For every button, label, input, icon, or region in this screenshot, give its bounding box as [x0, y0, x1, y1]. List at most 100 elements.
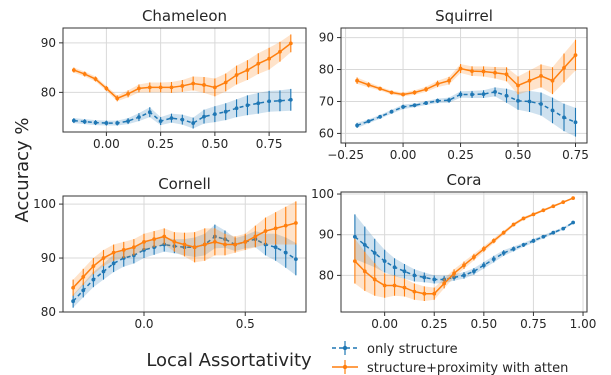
- data-point: [169, 116, 174, 121]
- data-point: [470, 92, 474, 97]
- data-point: [432, 277, 437, 282]
- data-point: [93, 77, 98, 81]
- data-point: [521, 242, 526, 247]
- data-point: [561, 200, 566, 205]
- data-point: [472, 269, 476, 274]
- data-point: [422, 275, 427, 280]
- data-point: [82, 119, 87, 124]
- data-point: [82, 72, 87, 76]
- data-point: [352, 259, 357, 264]
- data-point: [562, 66, 566, 70]
- data-point: [273, 226, 278, 231]
- data-point: [223, 80, 228, 85]
- x-tick-label: 0.0: [134, 317, 153, 331]
- data-point: [104, 121, 109, 125]
- y-tick-label: 90: [319, 31, 334, 45]
- y-tick-label: 90: [41, 251, 56, 265]
- data-point: [551, 204, 556, 209]
- data-point: [147, 85, 152, 90]
- data-point: [562, 115, 566, 120]
- data-point: [293, 257, 298, 262]
- data-point: [527, 78, 532, 83]
- x-tick-label: −0.25: [327, 148, 364, 162]
- y-tick-label: 100: [33, 197, 56, 211]
- data-point: [447, 98, 451, 103]
- data-point: [501, 230, 506, 235]
- data-point: [182, 242, 187, 247]
- data-point: [245, 68, 250, 72]
- data-point: [111, 250, 116, 255]
- data-point: [491, 257, 496, 262]
- data-point: [267, 99, 272, 104]
- axes-frame: [340, 27, 588, 144]
- data-point: [424, 101, 428, 105]
- data-point: [573, 53, 578, 58]
- data-point: [362, 242, 367, 247]
- data-point: [435, 82, 440, 86]
- data-point: [191, 121, 196, 125]
- data-point: [283, 250, 288, 255]
- data-point: [402, 285, 407, 290]
- y-tick-label: 90: [319, 228, 334, 242]
- data-point: [126, 119, 130, 124]
- data-point: [152, 237, 157, 242]
- data-point: [571, 220, 576, 225]
- data-point: [278, 98, 282, 103]
- subplot-panels: Chameleon 0.00 0.25 0.50 0.75 80 90 Squirrel −0.…: [33, 7, 596, 331]
- data-point: [283, 223, 288, 228]
- series-only-structure: [355, 87, 578, 137]
- x-tick-label: 0.00: [93, 137, 120, 151]
- data-point: [539, 102, 543, 106]
- data-point: [234, 73, 239, 77]
- data-point: [571, 196, 576, 201]
- data-point: [71, 68, 76, 72]
- data-point: [101, 269, 106, 274]
- y-tick-label: 80: [319, 268, 334, 282]
- x-tick-label: 0.50: [202, 137, 229, 151]
- data-point: [91, 264, 96, 269]
- data-point: [234, 106, 239, 111]
- data-point: [147, 110, 152, 115]
- x-tick-label: 0.25: [421, 317, 448, 331]
- data-point: [288, 97, 293, 102]
- data-point: [412, 273, 417, 278]
- subplot-title: Cornell: [158, 175, 211, 193]
- data-point: [104, 86, 109, 91]
- subplot-cornell: Cornell 0.0 0.5 80 90 100: [33, 175, 307, 331]
- data-point: [71, 299, 76, 304]
- y-tick-label: 70: [319, 94, 334, 108]
- data-point: [561, 226, 566, 231]
- y-tick-label: 80: [41, 305, 56, 319]
- data-point: [162, 234, 167, 239]
- data-point: [401, 105, 405, 109]
- series-only-structure: [71, 88, 293, 129]
- data-point: [493, 70, 497, 75]
- data-point: [243, 239, 248, 244]
- x-tick-label: 0.75: [562, 148, 589, 162]
- data-point: [462, 273, 466, 278]
- data-point: [511, 247, 516, 251]
- data-point: [511, 222, 516, 227]
- data-point: [212, 85, 217, 90]
- data-point: [501, 251, 506, 255]
- series-line: [356, 54, 577, 96]
- data-point: [233, 242, 238, 247]
- data-point: [101, 256, 106, 260]
- data-point: [142, 239, 146, 244]
- data-point: [378, 114, 382, 119]
- x-tick-label: 0.25: [447, 148, 474, 162]
- series-structure-proximity: [352, 196, 576, 302]
- legend: only structure structure+proximity with …: [332, 341, 568, 375]
- x-tick-label: 1.00: [570, 317, 597, 331]
- data-point: [115, 96, 120, 101]
- data-point: [402, 269, 407, 274]
- data-point: [527, 99, 532, 104]
- y-tick-label: 60: [319, 126, 334, 140]
- data-point: [458, 66, 463, 71]
- y-tick-label: 80: [319, 63, 334, 77]
- series-structure-proximity: [355, 39, 578, 97]
- confidence-band: [357, 87, 576, 137]
- data-point: [389, 109, 394, 114]
- data-point: [424, 87, 428, 92]
- data-point: [481, 247, 486, 251]
